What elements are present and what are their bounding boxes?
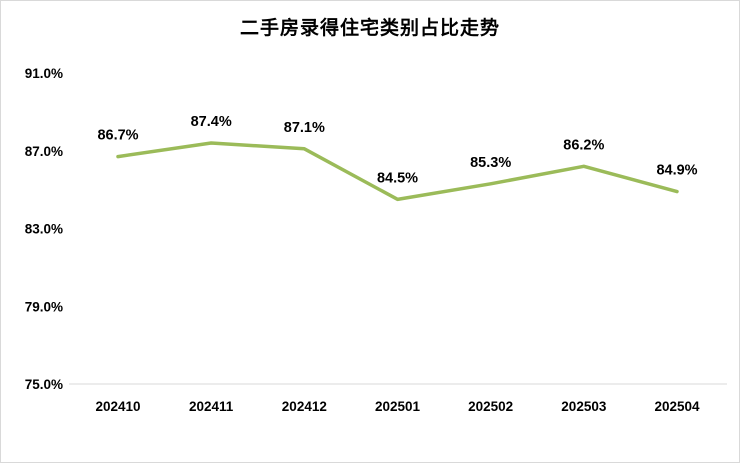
data-label: 86.2% [563, 137, 604, 153]
x-tick-label: 202501 [375, 399, 421, 414]
x-tick-label: 202410 [95, 399, 140, 414]
data-label: 87.1% [284, 120, 325, 136]
y-tick-label: 87.0% [25, 144, 63, 159]
y-tick-label: 91.0% [25, 66, 63, 81]
x-tick-label: 202502 [468, 399, 513, 414]
chart-title: 二手房录得住宅类别占比走势 [239, 18, 500, 39]
data-label: 84.9% [656, 163, 697, 179]
x-tick-label: 202503 [561, 399, 607, 414]
x-tick-label: 202412 [282, 399, 327, 414]
y-tick-label: 79.0% [25, 299, 63, 314]
y-tick-label: 75.0% [25, 377, 63, 392]
data-label: 86.7% [97, 128, 138, 144]
data-label: 84.5% [377, 170, 418, 186]
data-label: 87.4% [191, 114, 232, 130]
x-tick-label: 202504 [654, 399, 700, 414]
data-label: 85.3% [470, 155, 511, 171]
x-tick-label: 202411 [189, 399, 234, 414]
y-tick-label: 83.0% [25, 222, 63, 237]
trend-line [116, 141, 679, 202]
